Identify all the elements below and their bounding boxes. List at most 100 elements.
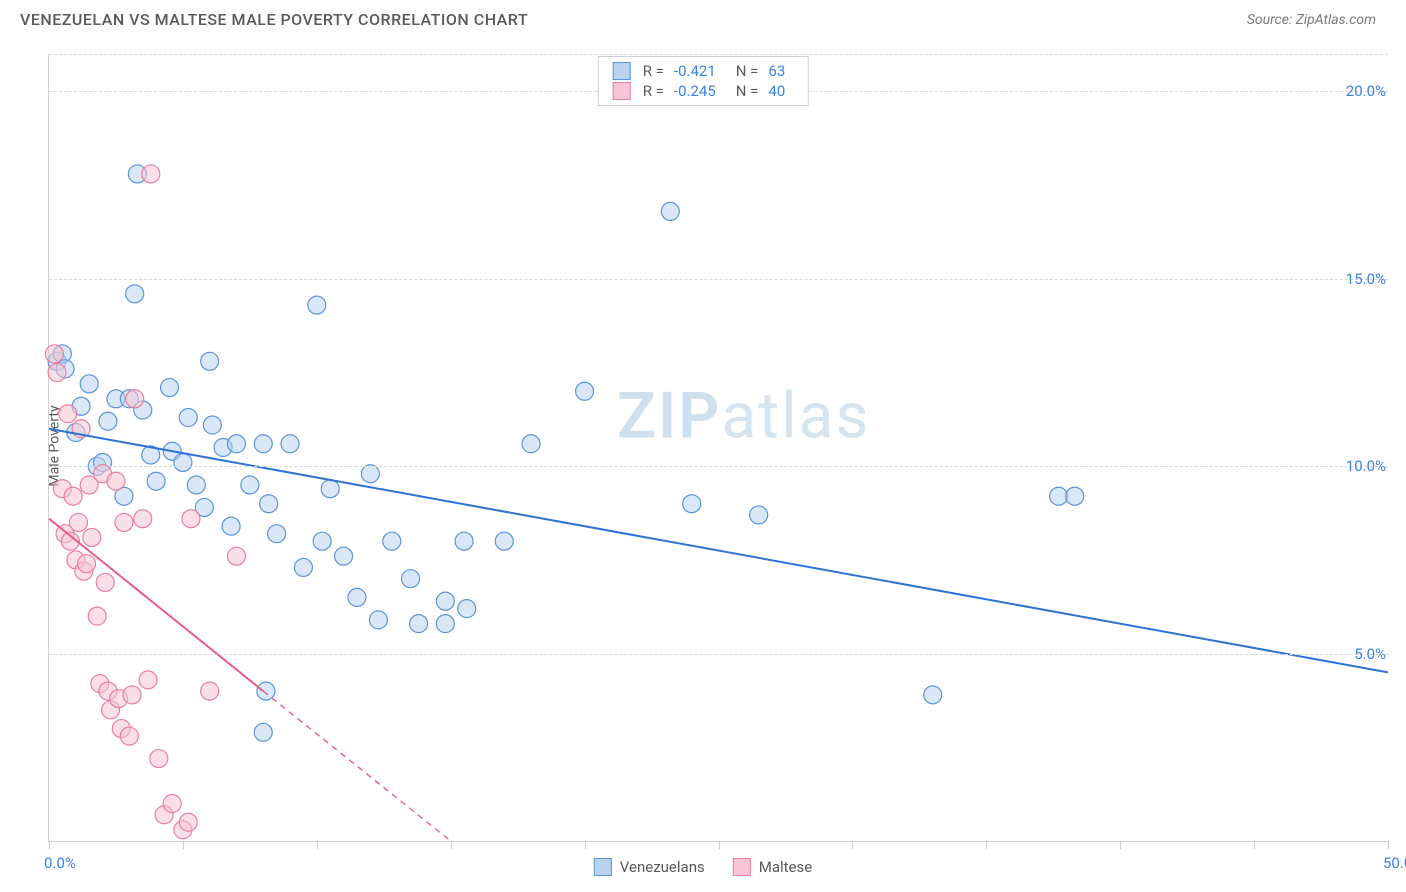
y-tick-label: 15.0% [1346,270,1386,288]
scatter-point [254,723,272,741]
scatter-point [201,682,219,700]
scatter-point [150,750,168,768]
scatter-point [45,345,63,363]
scatter-point [115,513,133,531]
scatter-plot-area: ZIPatlas [48,54,1388,842]
x-tick [585,841,586,849]
x-tick [1388,841,1389,849]
source-name: ZipAtlas.com [1296,12,1376,28]
scatter-point [126,285,144,303]
scatter-point [369,611,387,629]
n-label: N = [736,62,759,80]
scatter-point [522,435,540,453]
scatter-point [59,405,77,423]
legend-label: Maltese [759,858,812,876]
n-value: 40 [768,82,785,100]
x-tick [451,841,452,849]
source-attribution: Source: ZipAtlas.com [1247,12,1376,28]
scatter-point [348,588,366,606]
x-tick-label: 0.0% [44,854,76,872]
scatter-point [201,352,219,370]
scatter-point [126,390,144,408]
scatter-point [683,495,701,513]
scatter-point [436,592,454,610]
scatter-point [99,412,117,430]
x-tick [183,841,184,849]
legend-item: Maltese [733,858,812,876]
x-tick [1254,841,1255,849]
scatter-point [142,165,160,183]
scatter-point [495,532,513,550]
correlation-stats-legend: R =-0.421N =63R =-0.245N =40 [598,56,809,106]
x-tick [1120,841,1121,849]
scatter-point [48,364,66,382]
scatter-point [257,682,275,700]
scatter-point [402,570,420,588]
scatter-point [750,506,768,524]
scatter-point [436,615,454,633]
trend-line [49,519,263,691]
scatter-point [1066,487,1084,505]
y-tick-label: 20.0% [1346,82,1386,100]
trend-line-extension [263,691,450,841]
scatter-point [179,813,197,831]
legend-item: Venezuelans [594,858,705,876]
scatter-point [1050,487,1068,505]
n-value: 63 [768,62,785,80]
source-prefix: Source: [1247,12,1296,28]
scatter-point [147,472,165,490]
gridline [49,466,1388,467]
x-tick [852,841,853,849]
scatter-point [410,615,428,633]
scatter-point [576,382,594,400]
plot-svg [49,54,1388,841]
r-value: -0.421 [674,62,716,80]
scatter-point [321,480,339,498]
chart-title: VENEZUELAN VS MALTESE MALE POVERTY CORRE… [20,10,528,29]
scatter-point [174,453,192,471]
scatter-point [187,476,205,494]
gridline [49,279,1388,280]
scatter-point [335,547,353,565]
scatter-point [313,532,331,550]
scatter-point [455,532,473,550]
scatter-point [661,202,679,220]
r-label: R = [643,62,664,80]
scatter-point [924,686,942,704]
y-tick-label: 5.0% [1354,645,1386,663]
stats-row: R =-0.245N =40 [613,81,794,101]
stats-row: R = -0.421 N = 63 [613,61,794,81]
scatter-point [227,547,245,565]
legend-swatch [613,62,631,80]
scatter-point [458,600,476,618]
r-label: R = [643,82,664,100]
x-tick [49,841,50,849]
scatter-point [83,528,101,546]
scatter-point [294,558,312,576]
scatter-point [203,416,221,434]
scatter-point [120,727,138,745]
scatter-point [107,472,125,490]
y-tick-label: 10.0% [1346,457,1386,475]
gridline [49,654,1388,655]
scatter-point [179,409,197,427]
gridline [49,54,1388,55]
legend-label: Venezuelans [620,858,705,876]
x-tick [317,841,318,849]
x-tick [719,841,720,849]
x-tick-label: 50.0% [1383,854,1406,872]
scatter-point [241,476,259,494]
n-label: N = [736,82,759,100]
scatter-point [281,435,299,453]
scatter-point [227,435,245,453]
scatter-point [69,513,87,531]
scatter-point [361,465,379,483]
scatter-point [134,510,152,528]
scatter-point [163,795,181,813]
legend-swatch [613,82,631,100]
scatter-point [268,525,286,543]
series-legend: Venezuelans Maltese [594,858,812,876]
scatter-point [222,517,240,535]
scatter-point [161,379,179,397]
scatter-point [254,435,272,453]
